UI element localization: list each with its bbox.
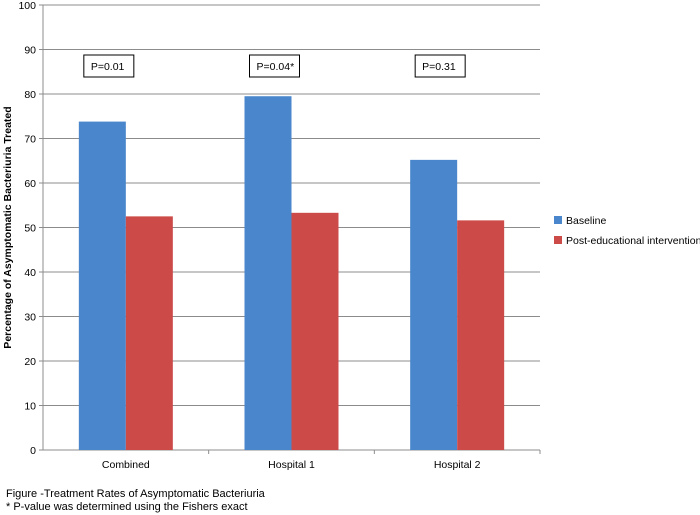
bar-chart: 0 10 20 30 40 50 60 70 80 90 100 Combined P=0.01 Hosp… <box>2 0 700 471</box>
y-tick-label: 0 <box>30 445 36 457</box>
y-tick-label: 60 <box>24 178 36 190</box>
y-tick-label: 20 <box>24 356 36 368</box>
p-value-label: P=0.04* <box>257 61 295 73</box>
y-tick-label: 70 <box>24 134 36 146</box>
p-value-label: P=0.01 <box>91 61 125 73</box>
p-value-box <box>249 54 300 78</box>
y-tick-label: 100 <box>18 0 36 12</box>
x-tick-label: Combined <box>102 459 150 471</box>
x-tick-label: Hospital 2 <box>434 459 481 471</box>
legend-label: Post-educational intervention <box>566 235 700 247</box>
legend-label: Baseline <box>566 215 606 227</box>
y-tick-label: 40 <box>24 267 36 279</box>
x-tick-label: Hospital 1 <box>268 459 315 471</box>
p-value-label: P=0.31 <box>422 61 456 73</box>
figure-footnote: * P-value was determined using the Fishe… <box>6 501 248 513</box>
legend-swatch <box>554 216 562 224</box>
bar-baseline <box>78 121 126 450</box>
bar-post-intervention <box>291 212 339 450</box>
y-tick-label: 50 <box>24 223 36 235</box>
y-tick-label: 10 <box>24 401 36 413</box>
y-axis-label: Percentage of Asymptomatic Bacteriuria T… <box>2 106 14 348</box>
p-value-box <box>414 54 466 78</box>
legend-swatch <box>554 236 562 244</box>
bar-post-intervention <box>457 220 505 450</box>
bar-baseline <box>244 96 292 450</box>
y-tick-label: 30 <box>24 312 36 324</box>
figure-caption: Figure -Treatment Rates of Asymptomatic … <box>6 488 265 500</box>
p-value-box <box>83 54 135 78</box>
y-tick-label: 80 <box>24 89 36 101</box>
bar-baseline <box>410 159 458 451</box>
bar-post-intervention <box>125 216 173 450</box>
y-tick-label: 90 <box>24 45 36 57</box>
